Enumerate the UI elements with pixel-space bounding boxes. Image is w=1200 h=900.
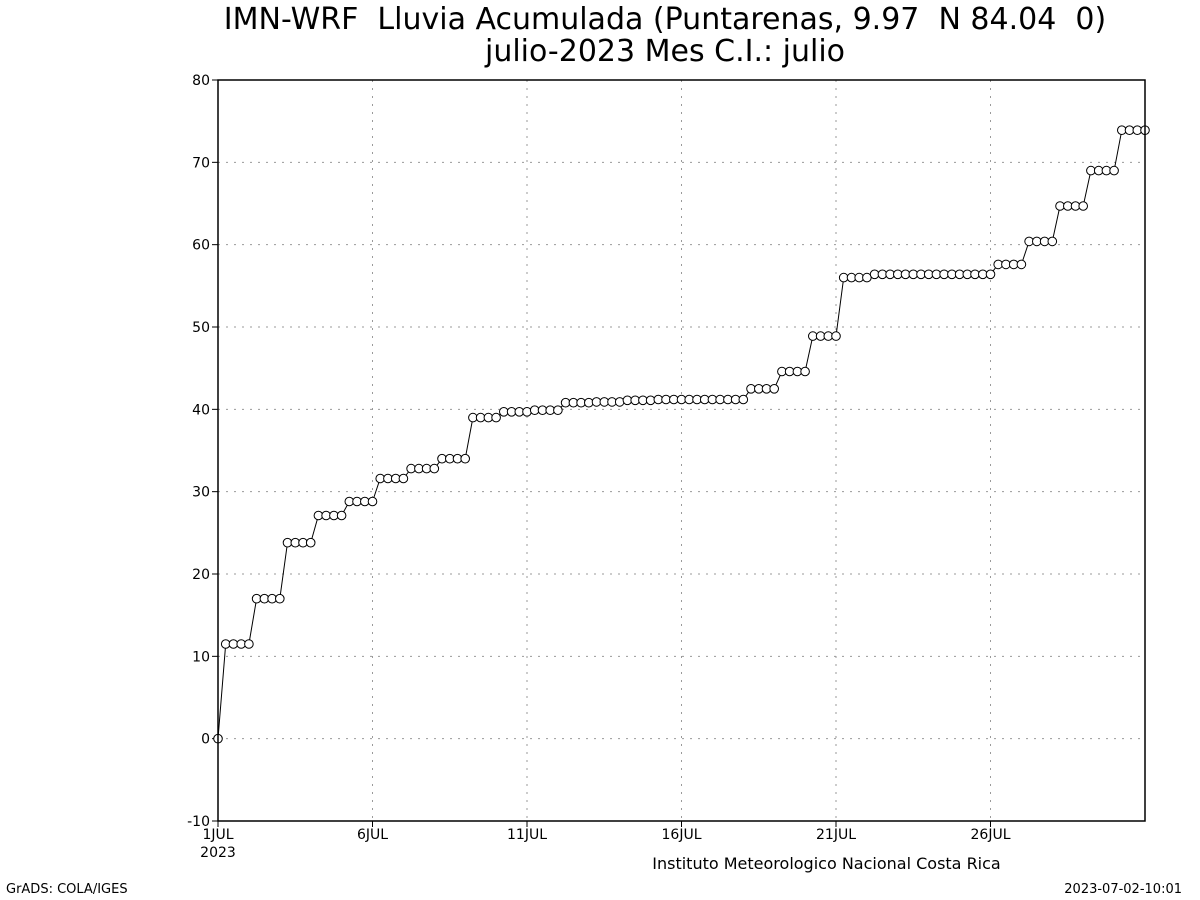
x-tick-label: 26JUL (971, 827, 1011, 843)
x-tick-label: 21JUL (816, 827, 856, 843)
y-tick-label: 30 (192, 485, 210, 501)
data-point (1047, 236, 1058, 247)
y-tick-label: 70 (192, 155, 210, 171)
data-point (398, 473, 409, 484)
y-tick-label: -10 (187, 814, 210, 830)
y-tick-label: 0 (201, 732, 210, 748)
data-point (522, 407, 532, 417)
data-point (985, 269, 996, 280)
chart-title: IMN-WRF Lluvia Acumulada (Puntarenas, 9.… (223, 2, 1107, 37)
data-point (800, 366, 810, 377)
footer-timestamp: 2023-07-02-10:01 (1064, 882, 1182, 897)
data-point (429, 463, 440, 474)
data-point (367, 496, 378, 507)
x-tick-label: 11JUL (507, 827, 547, 843)
data-point (738, 394, 749, 405)
data-point (769, 384, 780, 394)
data-point (275, 593, 285, 604)
y-tick-label: 50 (192, 320, 210, 336)
y-tick-label: 10 (192, 649, 210, 665)
data-point (614, 397, 625, 407)
data-point (1078, 201, 1088, 211)
x-tick-label: 16JUL (662, 827, 702, 843)
chart-subtitle: julio-2023 Mes C.I.: julio (484, 34, 846, 69)
data-series (213, 125, 1150, 744)
x-tick-sublabel: 2023 (200, 845, 236, 861)
plot-frame (217, 79, 1146, 822)
gridlines (217, 79, 1145, 822)
data-point (336, 510, 347, 521)
y-axis: -10 0 10 20 30 40 50 60 70 80 (187, 73, 218, 830)
data-point (831, 331, 841, 341)
y-tick-label: 80 (192, 73, 210, 89)
y-tick-label: 20 (192, 567, 210, 583)
x-axis-label: Instituto Meteorologico Nacional Costa R… (652, 854, 1000, 873)
x-axis: 1JUL 2023 6JUL 11JUL 16JUL 21JUL 26JUL (200, 821, 1011, 861)
series-line (217, 129, 1145, 739)
data-point (1109, 165, 1119, 176)
data-point (244, 639, 254, 649)
data-point (305, 537, 316, 548)
x-tick-label: 1JUL (202, 827, 233, 843)
data-point (553, 405, 563, 416)
data-point (1016, 259, 1027, 270)
x-tick-label: 6JUL (357, 827, 388, 843)
data-point (491, 412, 501, 423)
y-tick-label: 60 (192, 238, 210, 254)
footer-credit: GrADS: COLA/IGES (6, 882, 128, 897)
data-point (460, 453, 471, 464)
y-tick-label: 40 (192, 402, 210, 418)
